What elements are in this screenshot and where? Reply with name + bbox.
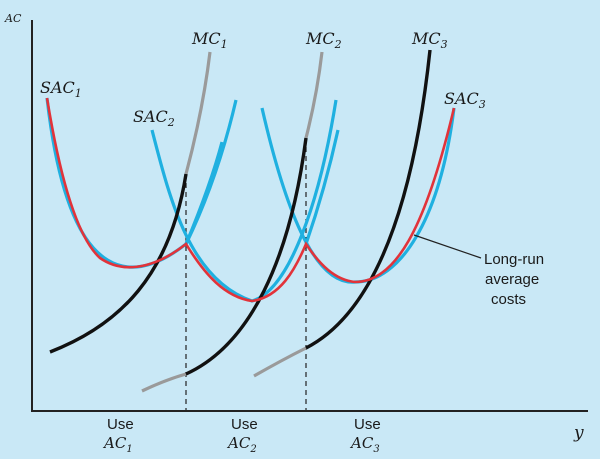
- sac2-label: SAC2: [133, 107, 175, 129]
- region-3-ac: AC3: [349, 434, 380, 455]
- mc2-upper-extension: [304, 51, 324, 139]
- mc2-label: MC2: [305, 29, 342, 51]
- sac1-label: SAC1: [40, 78, 82, 100]
- mc1-curve: [49, 173, 188, 354]
- mc3-curve: [305, 49, 432, 350]
- lrac-curve: [45, 97, 456, 303]
- lrac-label-line1: Long-run: [484, 251, 544, 268]
- region-1-ac: AC1: [102, 434, 133, 455]
- y-axis-label: AC: [4, 12, 22, 25]
- sac3-curve: [260, 107, 456, 284]
- lrac-label-line3: costs: [491, 291, 526, 308]
- region-1-use: Use: [107, 416, 134, 433]
- mc3-label: MC3: [411, 29, 448, 51]
- mc2-curve: [185, 137, 308, 376]
- sac3-label: SAC3: [444, 89, 486, 111]
- lrac-label-line2: average: [485, 271, 539, 288]
- lrac-pointer: [413, 234, 482, 259]
- mc1-label: MC1: [191, 29, 228, 51]
- x-axis-label: y: [573, 423, 584, 443]
- region-2-ac: AC2: [226, 434, 257, 455]
- sac2-right-arm: [304, 129, 340, 245]
- mc1-extension: [184, 51, 212, 175]
- mc2-extension: [141, 372, 187, 393]
- mc3-extension: [253, 346, 307, 378]
- region-2-use: Use: [231, 416, 258, 433]
- sac1-right-arm: [184, 99, 238, 245]
- region-3-use: Use: [354, 416, 381, 433]
